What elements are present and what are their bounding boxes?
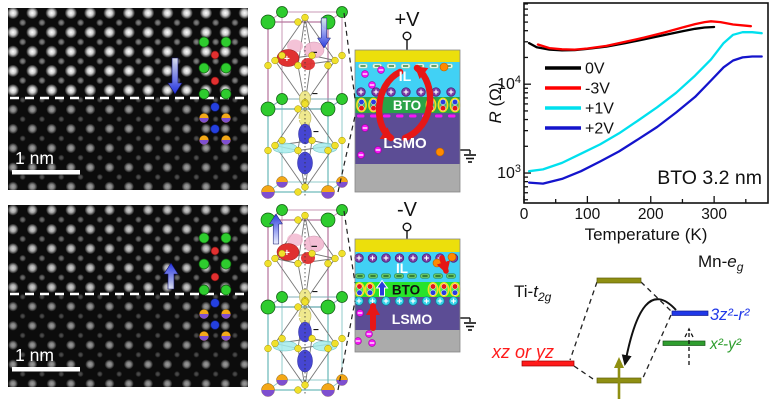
substrate-layer [355,164,460,192]
polarization-arrow-up-icon [269,213,283,245]
level-connector-dashes [569,281,672,382]
device-schematic-minus-v: -V IL BTO LSMO [354,200,476,353]
electron-transfer-arrow-icon [621,298,677,366]
svg-text:−: − [311,241,317,253]
bto-label: BTO [393,98,421,113]
series-0V [527,25,716,52]
y-axis-label: R (Ω) [488,82,505,123]
oxygen-ion-icon [447,252,457,262]
polarization-arrow-down-icon [167,57,183,95]
atoms [260,204,348,397]
x-tick-label: 200 [638,206,664,223]
oxygen-ion-icon [439,62,449,72]
oxygen-ion-icon [435,147,445,157]
3z2-r2-label: 3z²-r² [710,306,750,324]
substrate-layer [355,330,460,352]
scale-bar [12,367,80,372]
scale-bar-label: 1 nm [15,345,54,365]
series-+1V [527,31,763,173]
svg-text:−: − [312,287,318,298]
svg-text:+: + [301,340,307,351]
y-tick-label: 103 [497,163,521,182]
orbital-labels: Ti-t2g Mn-eg xz or yz 3z²-r² x²-y² [491,252,750,362]
chart-legend: 0V -3V +1V +2V [545,61,614,138]
x-tick-label: 300 [701,206,727,223]
legend-label: +1V [585,101,614,118]
crystal-structure-bottom: +−−+−+ [260,204,348,397]
svg-text:+: + [295,313,301,324]
atomic-lattice [8,8,248,190]
ion-migration-arrows [366,255,451,331]
ground-symbol-icon [460,149,476,163]
series--3V [536,20,753,51]
mn-x2y2-level [662,340,706,346]
ti-t2g-label: Ti-t2g [514,282,552,304]
polarization-arrow-down-icon [317,17,331,49]
layer-labels: IL BTO LSMO [392,261,433,327]
layer-labels: IL BTO LSMO [383,68,427,152]
lsmo-label: LSMO [392,311,433,327]
orbital-lobes: +−−+−+ [272,39,338,175]
il-label: IL [396,261,408,276]
stem-image-top: 1 nm [8,8,248,190]
voltage-label: +V [394,9,420,31]
svg-text:+: + [284,54,290,65]
crystal-structure-top: +−−+−+ [260,6,348,199]
chart-annotation: BTO 3.2 nm [657,167,762,189]
x-tick-label: 100 [574,206,600,223]
energy-level-diagram: Ti-t2g Mn-eg xz or yz 3z²-r² x²-y² [491,252,750,399]
mn-3z2r2-level [671,310,709,316]
svg-text:+: + [295,115,301,126]
svg-text:−: − [313,325,319,336]
legend-label: -3V [585,81,610,98]
top-electrode-layer [355,239,460,252]
lsmo-label: LSMO [383,135,427,152]
ti-xz-yz-level [521,360,575,367]
lsmo-layer [355,119,460,164]
svg-text:+: + [284,248,290,259]
ground-symbol-icon [460,317,476,331]
chart-series [527,20,763,185]
ti-upper-level [596,277,642,284]
voltage-label: -V [397,200,418,221]
resistance-temperature-chart: 0 100 200 300 103 104 0V -3V +1V +2V BTO 3.2 nm Tem… [488,2,769,244]
ion-migration-arrow-up-icon [401,64,434,142]
device-schematic-plus-v: +V IL BTO LSMO [354,9,476,193]
atom-column-overlay [198,232,232,341]
svg-text:−: − [312,89,318,100]
x2-y2-label: x²-y² [709,336,742,353]
mn-eg-label: Mn-eg [698,252,744,274]
x-tick-label: 0 [520,206,529,223]
xz-yz-label: xz or yz [491,342,554,362]
redox-cycle-arrows [375,64,434,142]
legend-label: +2V [585,121,614,138]
series-+2V [527,55,763,185]
bto-label: BTO [392,283,420,298]
top-electrode-layer [355,50,460,62]
scale-bar [12,170,80,175]
ion-migration-arrow-down-icon [436,255,451,274]
scale-bar-label: 1 nm [15,148,54,168]
polarization-up-arrow-icon [375,279,389,297]
svg-text:−: − [313,127,319,138]
y-tick-label: 104 [497,74,521,93]
polarization-arrow-up-icon [163,262,179,290]
atom-column-overlay [198,36,232,145]
chart-axes: 0 100 200 300 103 104 [497,2,769,223]
legend-label: 0V [585,61,605,78]
ion-migration-arrow-down-icon [375,68,404,142]
stem-image-bottom: 1 nm [8,205,248,387]
svg-text:+: + [301,142,307,153]
spin-arrows [614,327,694,399]
x-axis-label: Temperature (K) [585,225,708,244]
il-label: IL [399,68,412,84]
